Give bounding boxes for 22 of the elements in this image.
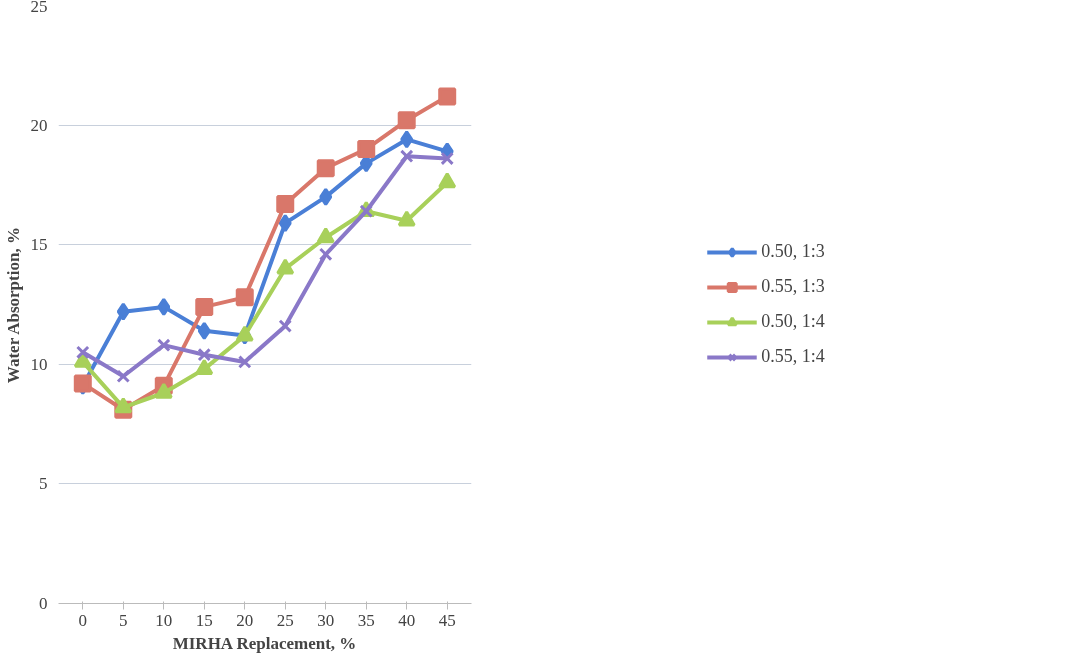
legend-label: 0.50, 1:4 xyxy=(761,311,825,332)
x-tick-label: 20 xyxy=(236,610,254,630)
x-tick-label: 35 xyxy=(357,610,375,630)
x-tick-label: 45 xyxy=(438,610,456,630)
legend-label: 0.55, 1:3 xyxy=(761,276,825,297)
x-tick-label: 25 xyxy=(276,610,294,630)
y-tick-label: 15 xyxy=(30,235,48,255)
y-tick-label: 20 xyxy=(30,115,48,135)
legend-label: 0.50, 1:3 xyxy=(761,241,825,262)
x-tick-label: 5 xyxy=(119,610,128,630)
x-tick-label: 10 xyxy=(155,610,173,630)
x-tick-label: 0 xyxy=(78,610,88,630)
y-tick-label: 5 xyxy=(39,474,48,494)
y-tick-label: 0 xyxy=(39,594,48,613)
legend-label: 0.55, 1:4 xyxy=(761,346,825,367)
y-tick-label: 25 xyxy=(30,0,48,16)
x-tick-label: 40 xyxy=(398,610,416,630)
y-tick-label: 10 xyxy=(30,354,48,374)
y-axis-title: Water Absorption, % xyxy=(3,227,23,384)
x-tick-label: 30 xyxy=(317,610,335,630)
x-tick-label: 15 xyxy=(195,610,213,630)
x-axis-title: MIRHA Replacement, % xyxy=(172,633,357,653)
